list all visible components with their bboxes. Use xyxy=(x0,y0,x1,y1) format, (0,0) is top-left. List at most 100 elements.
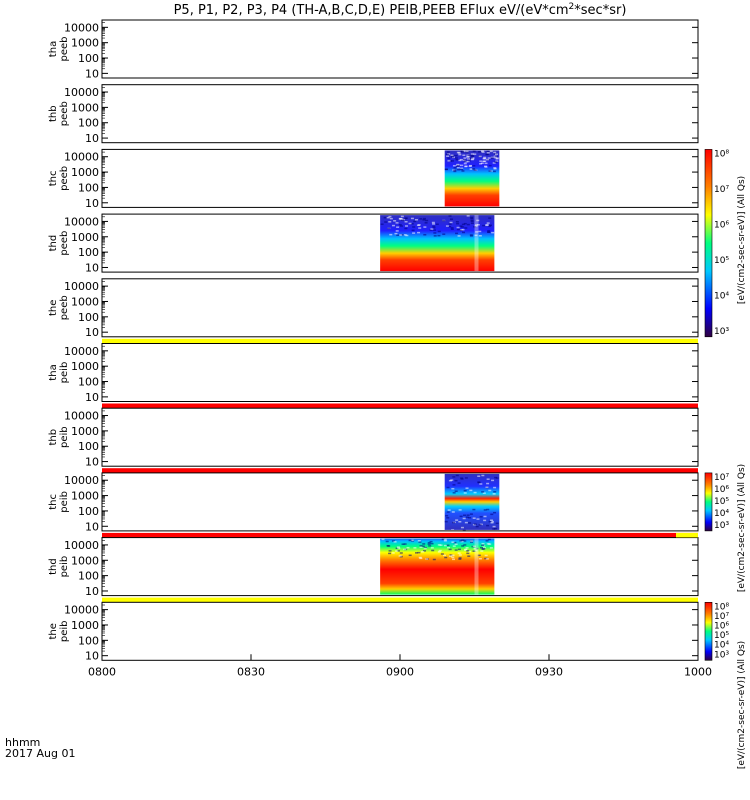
noise-pixel xyxy=(473,523,477,525)
colorbar-tick-label: 10³ xyxy=(714,327,729,337)
noise-pixel xyxy=(469,235,473,237)
noise-pixel xyxy=(401,219,405,222)
y-tick-label: 100 xyxy=(78,570,99,583)
noise-pixel xyxy=(405,225,409,227)
noise-pixel xyxy=(479,163,483,165)
panel-tha-peeb: 10 100 1000 10000 thapeeb xyxy=(48,19,699,80)
noise-pixel xyxy=(475,547,479,550)
noise-pixel xyxy=(442,554,446,557)
noise-pixel xyxy=(472,165,476,167)
noise-pixel xyxy=(395,547,399,550)
panel-the-peeb: 10 100 1000 10000 thepeeb xyxy=(48,278,699,344)
noise-pixel xyxy=(470,154,474,157)
noise-pixel xyxy=(451,529,455,531)
noise-pixel xyxy=(440,553,444,555)
panel-frame xyxy=(101,343,699,402)
noise-pixel xyxy=(473,491,477,494)
noise-pixel xyxy=(486,478,490,480)
noise-pixel xyxy=(464,227,468,229)
panel-the-peib: 10 100 1000 10000 thepeib xyxy=(48,601,699,663)
noise-pixel xyxy=(484,162,488,165)
noise-pixel xyxy=(491,479,495,482)
noise-pixel xyxy=(456,166,460,169)
noise-pixel xyxy=(489,547,493,549)
noise-pixel xyxy=(464,477,468,479)
noise-pixel xyxy=(403,548,407,551)
noise-pixel xyxy=(437,544,441,546)
noise-pixel xyxy=(477,151,481,153)
y-tick-label: 10 xyxy=(85,261,99,274)
noise-pixel xyxy=(395,230,399,232)
noise-pixel xyxy=(421,545,425,548)
y-tick-label: 10 xyxy=(85,391,99,404)
noise-pixel xyxy=(460,168,464,171)
noise-pixel xyxy=(432,229,436,231)
quality-flag-bar xyxy=(102,338,698,344)
panel-label: thepeeb xyxy=(48,295,70,320)
noise-pixel xyxy=(418,556,422,559)
noise-pixel xyxy=(463,492,467,494)
noise-pixel xyxy=(412,226,416,228)
noise-pixel xyxy=(423,547,427,550)
noise-pixel xyxy=(462,517,466,520)
noise-pixel xyxy=(398,223,402,226)
noise-pixel xyxy=(419,546,423,548)
noise-pixel xyxy=(492,525,496,528)
noise-pixel xyxy=(470,219,474,222)
colorbar-tick-label: 10⁴ xyxy=(714,291,729,301)
noise-pixel xyxy=(386,216,390,219)
x-tick-label: 0930 xyxy=(535,665,563,678)
noise-pixel xyxy=(456,164,460,167)
noise-pixel xyxy=(446,544,450,547)
noise-pixel xyxy=(470,540,474,542)
noise-pixel xyxy=(478,230,482,233)
noise-pixel xyxy=(465,547,469,549)
y-tick-label: 100 xyxy=(78,376,99,389)
panel-thd-peeb: 10 100 1000 10000 thdpeeb xyxy=(48,213,699,274)
noise-pixel xyxy=(466,514,470,516)
noise-pixel xyxy=(477,481,481,483)
y-tick-label: 10000 xyxy=(64,21,99,34)
noise-pixel xyxy=(474,549,478,552)
noise-pixel xyxy=(481,474,485,477)
noise-pixel xyxy=(388,215,392,218)
colorbar-tick-label: 10⁵ xyxy=(714,497,729,507)
y-tick-label: 1000 xyxy=(71,295,99,308)
panel-thd-peib: 10 100 1000 10000 thdpeib xyxy=(48,537,699,603)
noise-pixel xyxy=(458,509,462,511)
noise-pixel xyxy=(478,557,482,560)
colorbar-tick-label: 10⁸ xyxy=(714,602,729,612)
noise-pixel xyxy=(451,487,455,490)
y-tick-label: 100 xyxy=(78,181,99,194)
noise-pixel xyxy=(492,528,496,530)
noise-pixel xyxy=(488,543,492,545)
y-tick-label: 10000 xyxy=(64,215,99,228)
noise-pixel xyxy=(446,155,450,157)
quality-flag-bar xyxy=(102,468,698,473)
panel-frame xyxy=(101,19,699,79)
noise-pixel xyxy=(403,543,407,545)
noise-pixel xyxy=(429,540,433,543)
noise-pixel xyxy=(391,552,395,554)
noise-pixel xyxy=(493,156,497,159)
noise-pixel xyxy=(399,552,403,554)
noise-pixel xyxy=(466,215,470,217)
y-tick-label: 1000 xyxy=(71,425,99,438)
noise-pixel xyxy=(486,524,490,527)
noise-pixel xyxy=(381,538,385,541)
noise-pixel xyxy=(479,483,483,485)
noise-pixel xyxy=(465,151,469,154)
y-tick-label: 10000 xyxy=(64,410,99,423)
noise-pixel xyxy=(451,558,455,561)
y-tick-label: 10000 xyxy=(64,474,99,487)
noise-pixel xyxy=(396,546,400,548)
noise-pixel xyxy=(444,556,448,559)
y-tick-label: 10 xyxy=(85,326,99,339)
noise-pixel xyxy=(449,555,453,557)
noise-pixel xyxy=(482,547,486,550)
noise-pixel xyxy=(494,155,498,158)
noise-pixel xyxy=(455,474,459,477)
noise-pixel xyxy=(480,150,484,153)
noise-pixel xyxy=(494,153,498,156)
